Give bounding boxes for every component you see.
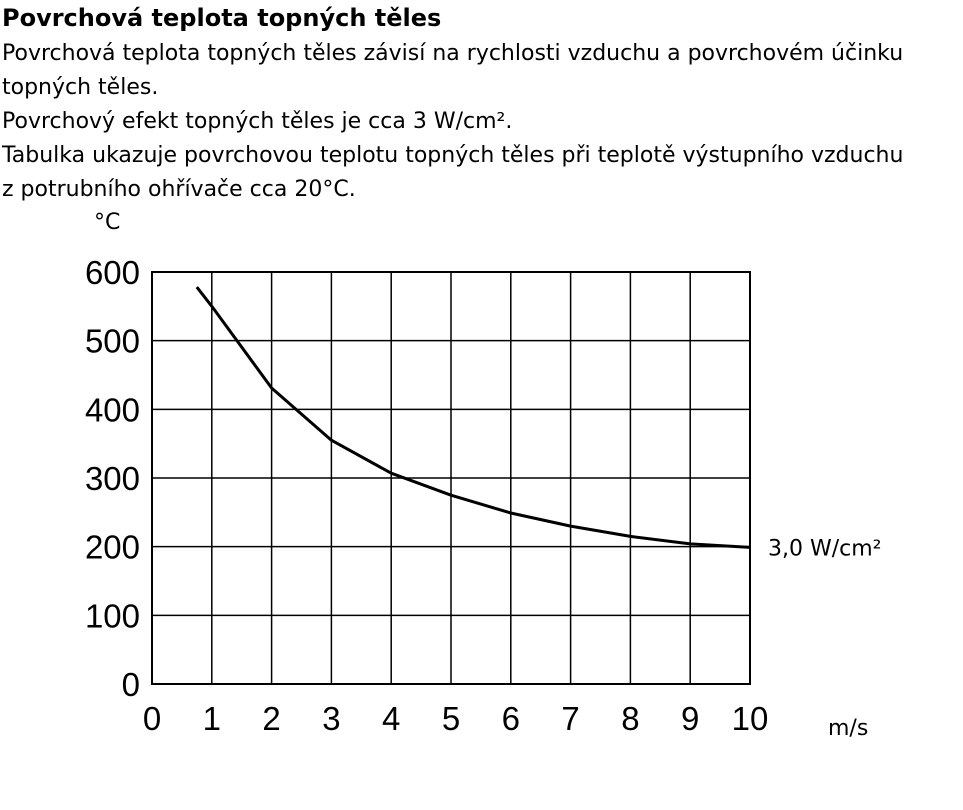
body-line: Povrchová teplota topných těles závisí n… bbox=[2, 41, 903, 66]
y-tick-label: 400 bbox=[85, 391, 140, 428]
x-tick-label: 6 bbox=[502, 700, 520, 737]
y-tick-label: 100 bbox=[85, 597, 140, 634]
x-tick-label: 5 bbox=[442, 700, 460, 737]
x-tick-label: 1 bbox=[203, 700, 221, 737]
plot-frame bbox=[151, 271, 751, 685]
x-tick-label: 10 bbox=[732, 700, 769, 737]
title: Povrchová teplota topných těles bbox=[2, 4, 441, 32]
y-axis-label: °C bbox=[94, 210, 120, 235]
x-tick-label: 7 bbox=[561, 700, 579, 737]
y-tick-label: 0 bbox=[122, 666, 140, 703]
x-tick-label: 4 bbox=[382, 700, 400, 737]
body-line: z potrubního ohřívače cca 20°C. bbox=[2, 177, 356, 202]
x-tick-label: 2 bbox=[262, 700, 280, 737]
x-tick-label: 8 bbox=[621, 700, 639, 737]
series-label: 3,0 W/cm² bbox=[768, 536, 882, 561]
y-tick-label: 500 bbox=[85, 323, 140, 360]
x-tick-label: 9 bbox=[681, 700, 699, 737]
body-line: topných těles. bbox=[2, 75, 158, 100]
y-tick-label: 200 bbox=[85, 529, 140, 566]
y-tick-label: 600 bbox=[85, 254, 140, 291]
y-tick-label: 300 bbox=[85, 460, 140, 497]
x-axis-label: m/s bbox=[828, 716, 868, 741]
body-line: Povrchový efekt topných těles je cca 3 W… bbox=[2, 109, 512, 134]
body-line: Tabulka ukazuje povrchovou teplotu topný… bbox=[1, 143, 903, 168]
data-line bbox=[195, 286, 751, 549]
x-tick-label: 3 bbox=[322, 700, 340, 737]
x-tick-label: 0 bbox=[143, 700, 161, 737]
